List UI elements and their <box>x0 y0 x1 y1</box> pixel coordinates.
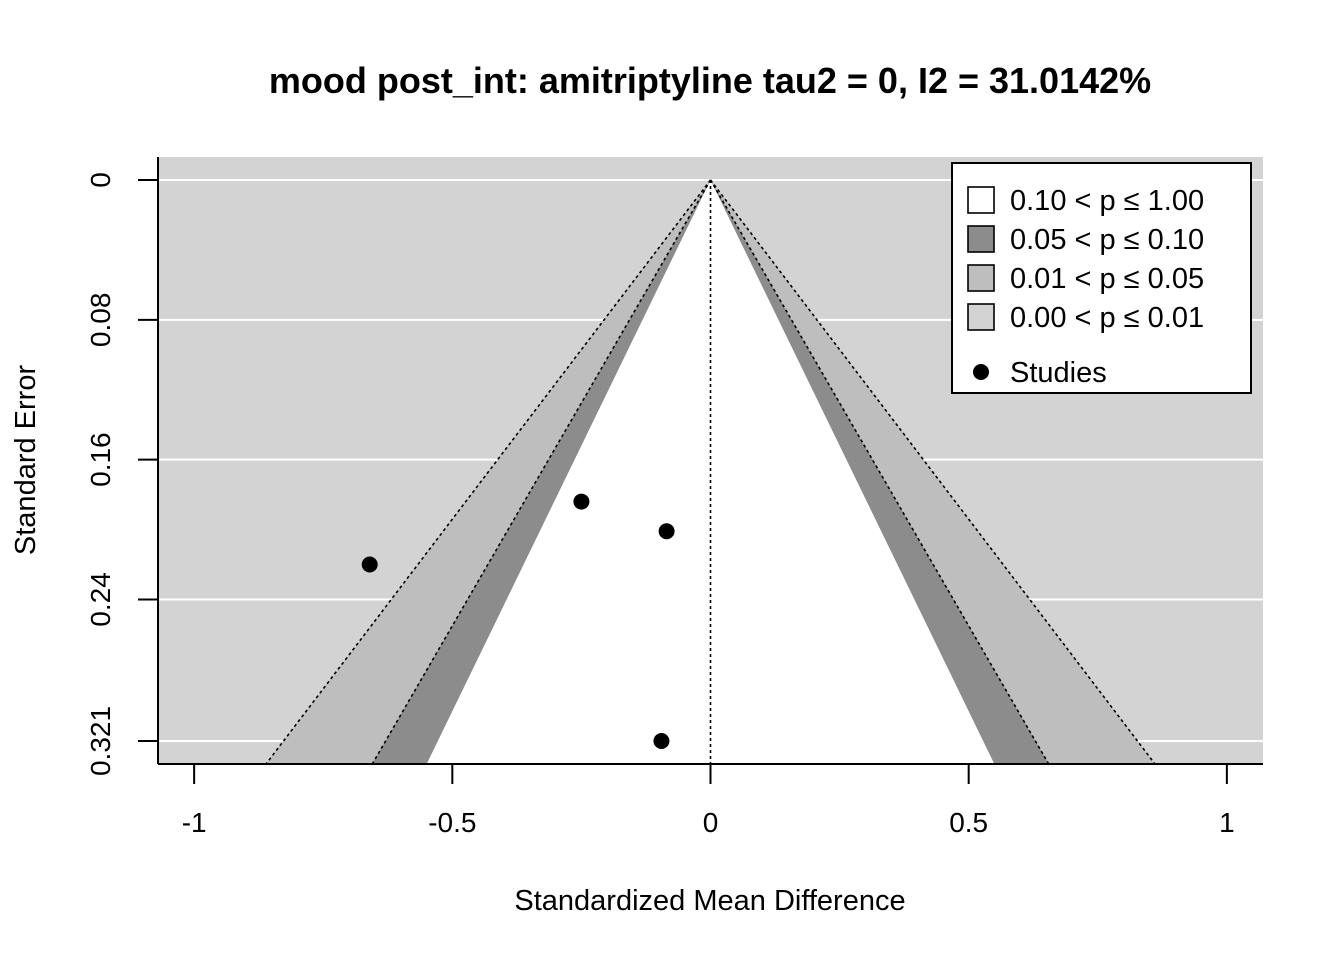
x-tick-label-3: 0.5 <box>949 807 988 838</box>
ci-line-0-left <box>371 179 712 764</box>
x-tick-label-2: 0 <box>703 807 719 838</box>
chart-title: mood post_int: amitriptyline tau2 = 0, I… <box>269 60 1151 101</box>
ci-line-1-left <box>265 179 712 764</box>
x-axis-label: Standardized Mean Difference <box>514 885 905 917</box>
legend-dot-4 <box>973 364 989 380</box>
y-tick-label-2: 0.16 <box>85 432 116 487</box>
y-tick-label-3: 0.24 <box>85 572 116 627</box>
legend-label-3: 0.00 < p ≤ 0.01 <box>1010 302 1204 334</box>
legend-label-4: Studies <box>1010 357 1107 389</box>
legend-label-0: 0.10 < p ≤ 1.00 <box>1010 185 1204 217</box>
contour-regions <box>265 179 1156 764</box>
y-tick-label-1: 0.08 <box>85 293 116 348</box>
x-tick-label-0: -1 <box>182 807 207 838</box>
x-tick-label-1: -0.5 <box>428 807 476 838</box>
legend-label-2: 0.01 < p ≤ 0.05 <box>1010 263 1204 295</box>
contour-region-2 <box>426 180 995 764</box>
legend-swatch-1 <box>967 225 995 253</box>
study-point-0 <box>573 493 590 510</box>
legend: 0.10 < p ≤ 1.00 0.05 < p ≤ 0.10 0.01 < p ≤… <box>951 162 1252 394</box>
ci-line-0-right <box>709 179 1050 764</box>
study-point-1 <box>658 523 675 540</box>
legend-box <box>951 162 1252 394</box>
axes: -1 -0.5 0 0.5 1 0 0.08 0.16 0.24 0.321 <box>85 157 1263 838</box>
x-tick-label-4: 1 <box>1219 807 1235 838</box>
y-tick-label-4: 0.321 <box>85 706 116 776</box>
study-point-2 <box>361 556 378 573</box>
legend-swatch-2 <box>967 264 995 292</box>
study-point-3 <box>653 733 670 749</box>
legend-swatch-0 <box>967 186 995 214</box>
legend-swatch-3 <box>967 303 995 331</box>
ci-line-1-right <box>709 179 1156 764</box>
y-tick-label-0: 0 <box>85 172 116 188</box>
y-axis-label: Standard Error <box>10 365 42 556</box>
legend-label-1: 0.05 < p ≤ 0.10 <box>1010 224 1204 256</box>
